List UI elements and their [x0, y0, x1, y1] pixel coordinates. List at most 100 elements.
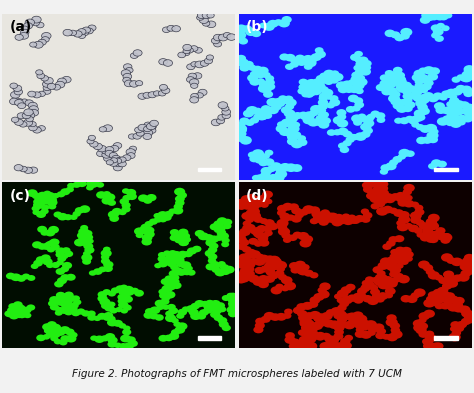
Circle shape: [221, 106, 229, 111]
Circle shape: [103, 155, 112, 162]
Circle shape: [33, 127, 41, 133]
Circle shape: [150, 120, 158, 127]
Circle shape: [195, 61, 204, 68]
Circle shape: [146, 123, 156, 130]
Circle shape: [190, 46, 198, 51]
Circle shape: [63, 29, 73, 36]
Circle shape: [218, 114, 226, 120]
Circle shape: [62, 76, 71, 83]
Circle shape: [202, 21, 210, 26]
Text: (d): (d): [246, 189, 268, 203]
Circle shape: [204, 58, 212, 64]
Circle shape: [41, 37, 49, 42]
Circle shape: [197, 12, 206, 18]
Circle shape: [211, 119, 220, 126]
Circle shape: [200, 17, 209, 24]
Circle shape: [154, 91, 161, 96]
Circle shape: [27, 91, 36, 97]
Circle shape: [191, 94, 199, 99]
Circle shape: [109, 155, 118, 161]
Circle shape: [123, 155, 131, 161]
Circle shape: [38, 91, 46, 97]
Circle shape: [99, 127, 107, 132]
Circle shape: [25, 19, 35, 26]
Circle shape: [32, 16, 41, 23]
Circle shape: [73, 31, 82, 37]
Circle shape: [102, 151, 110, 157]
Text: (b): (b): [246, 20, 268, 34]
Circle shape: [30, 42, 37, 47]
Circle shape: [14, 165, 23, 171]
Circle shape: [25, 100, 34, 106]
Circle shape: [218, 102, 228, 108]
Circle shape: [102, 152, 111, 158]
Circle shape: [222, 109, 231, 115]
Circle shape: [28, 102, 37, 109]
Circle shape: [113, 164, 122, 171]
Circle shape: [133, 50, 142, 56]
Circle shape: [148, 124, 156, 130]
Circle shape: [110, 145, 119, 152]
Circle shape: [36, 70, 43, 75]
Circle shape: [15, 99, 23, 106]
Circle shape: [211, 38, 220, 44]
Circle shape: [14, 89, 23, 95]
Circle shape: [136, 81, 143, 86]
Circle shape: [227, 34, 236, 40]
Bar: [434, 167, 458, 171]
Circle shape: [24, 23, 33, 29]
Circle shape: [185, 48, 193, 53]
Circle shape: [55, 81, 65, 88]
Circle shape: [114, 161, 122, 167]
Circle shape: [196, 93, 203, 98]
Circle shape: [23, 119, 33, 126]
Circle shape: [27, 113, 35, 118]
Circle shape: [106, 160, 113, 165]
Circle shape: [88, 25, 96, 31]
Circle shape: [109, 152, 118, 158]
Bar: [198, 336, 221, 340]
Circle shape: [118, 157, 126, 162]
Circle shape: [53, 84, 61, 90]
Circle shape: [113, 143, 122, 149]
Circle shape: [77, 29, 86, 35]
Circle shape: [24, 167, 33, 173]
Circle shape: [26, 116, 33, 122]
Circle shape: [137, 130, 144, 136]
Circle shape: [183, 44, 191, 51]
Circle shape: [81, 30, 89, 36]
Circle shape: [190, 97, 199, 103]
Circle shape: [29, 167, 37, 173]
Circle shape: [167, 26, 175, 31]
Circle shape: [123, 73, 132, 80]
Circle shape: [85, 28, 93, 34]
Circle shape: [201, 60, 209, 66]
Circle shape: [103, 125, 112, 132]
Circle shape: [29, 110, 38, 116]
Circle shape: [148, 128, 156, 133]
Circle shape: [190, 79, 199, 86]
Circle shape: [187, 64, 195, 70]
Circle shape: [15, 34, 23, 40]
Circle shape: [163, 60, 173, 66]
Circle shape: [21, 99, 28, 104]
Circle shape: [128, 134, 136, 139]
Circle shape: [17, 113, 26, 119]
Circle shape: [118, 161, 126, 167]
Circle shape: [162, 88, 170, 94]
Circle shape: [102, 149, 109, 154]
Circle shape: [112, 155, 120, 162]
Circle shape: [206, 55, 214, 60]
Circle shape: [133, 133, 141, 139]
Circle shape: [194, 48, 202, 53]
Circle shape: [217, 118, 225, 124]
Bar: [434, 336, 458, 340]
Circle shape: [22, 112, 31, 119]
Circle shape: [127, 152, 135, 159]
Circle shape: [193, 73, 202, 79]
Circle shape: [129, 146, 137, 151]
Circle shape: [87, 139, 94, 144]
Circle shape: [18, 103, 26, 108]
Circle shape: [178, 52, 186, 58]
Circle shape: [29, 106, 38, 112]
